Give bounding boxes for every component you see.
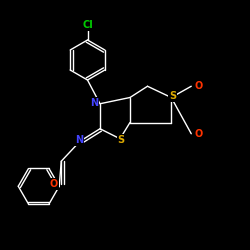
Text: O: O bbox=[194, 129, 202, 139]
Text: N: N bbox=[90, 98, 98, 108]
Text: O: O bbox=[50, 179, 58, 189]
Text: N: N bbox=[75, 135, 83, 145]
Text: O: O bbox=[194, 81, 202, 91]
Text: Cl: Cl bbox=[82, 20, 94, 30]
Text: S: S bbox=[118, 135, 125, 145]
Text: S: S bbox=[169, 91, 176, 101]
